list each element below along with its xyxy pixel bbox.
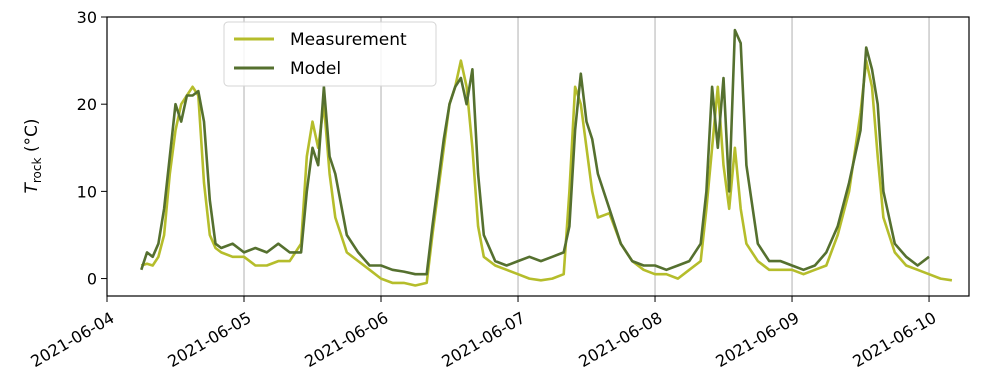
y-axis-label: Trock (°C)	[22, 119, 44, 194]
x-tick-label: 2021-06-10	[849, 308, 939, 371]
legend-label-measurement: Measurement	[290, 30, 407, 50]
x-tick-label: 2021-06-07	[438, 308, 528, 371]
y-tick-label: 0	[87, 270, 97, 289]
x-tick-label: 2021-06-05	[164, 308, 254, 371]
x-tick-label: 2021-06-04	[27, 308, 117, 371]
series-line-model	[140, 28, 930, 276]
series-lines	[140, 28, 953, 287]
y-tick-label: 10	[77, 182, 97, 201]
legend: Measurement Model	[223, 21, 437, 87]
x-tick-label: 2021-06-08	[575, 308, 665, 371]
y-tick-label: 30	[77, 8, 97, 27]
y-axis: 0 10 20 30	[77, 8, 107, 289]
legend-box	[223, 21, 437, 87]
x-tick-label: 2021-06-09	[712, 308, 802, 371]
y-tick-label: 20	[77, 95, 97, 114]
x-tick-label: 2021-06-06	[301, 308, 391, 371]
legend-label-model: Model	[290, 59, 341, 79]
series-line-measurement	[140, 59, 953, 287]
plot-frame	[106, 16, 970, 297]
x-axis: 2021-06-04 2021-06-05 2021-06-06 2021-06-07…	[27, 296, 939, 371]
